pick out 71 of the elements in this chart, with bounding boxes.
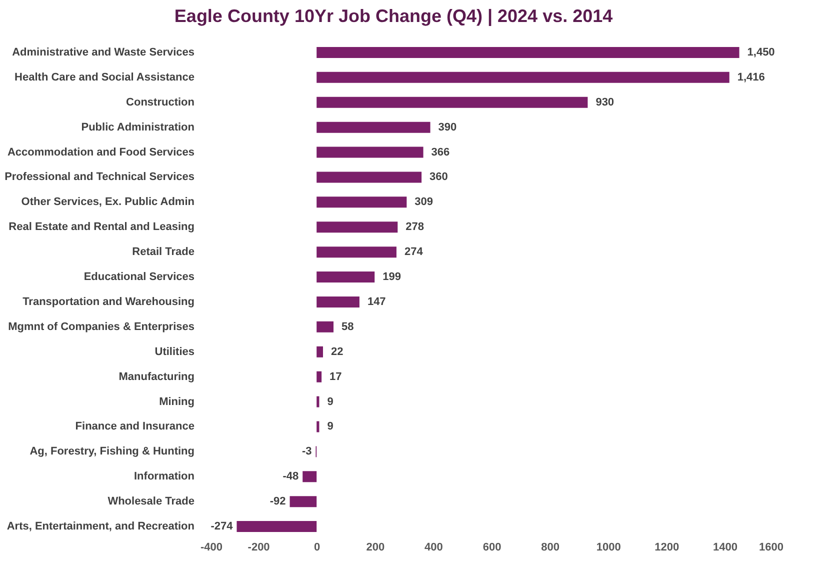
data-label: 147 xyxy=(367,296,386,308)
data-label: 360 xyxy=(430,171,448,184)
data-label: 309 xyxy=(414,196,434,208)
x-tick-label: 1200 xyxy=(654,542,680,554)
y-tick-label: Other Services, Ex. Public Admin xyxy=(21,196,195,208)
bar xyxy=(316,272,375,283)
data-label: 278 xyxy=(406,221,424,234)
x-tick-label: 400 xyxy=(424,542,443,554)
y-tick-label: Mining xyxy=(159,396,194,408)
y-tick-label: Public Administration xyxy=(81,121,195,134)
data-label: 1,450 xyxy=(747,46,775,58)
bar xyxy=(316,222,398,233)
bar xyxy=(316,122,430,133)
data-label: 17 xyxy=(330,370,342,383)
y-tick-label: Mgmnt of Companies & Enterprises xyxy=(8,320,194,333)
chart-title: Eagle County 10Yr Job Change (Q4) | 2024 vs. 2014 xyxy=(174,6,613,26)
bar xyxy=(236,521,317,532)
data-label: 58 xyxy=(342,320,354,333)
data-label: 390 xyxy=(438,121,457,134)
data-label: 1,416 xyxy=(737,71,765,84)
x-tick-label: 1400 xyxy=(712,542,738,554)
y-tick-label: Construction xyxy=(126,96,195,108)
y-tick-label: Ag, Forestry, Fishing & Hunting xyxy=(30,446,194,458)
x-tick-label: -400 xyxy=(200,542,223,554)
y-tick-label: Information xyxy=(134,470,195,483)
bar xyxy=(316,396,320,408)
x-tick-label: 200 xyxy=(366,542,385,554)
bar xyxy=(316,321,334,332)
data-label: 9 xyxy=(327,396,334,408)
bar xyxy=(316,371,322,382)
data-label: -3 xyxy=(302,446,312,458)
y-tick-label: Finance and Insurance xyxy=(75,420,194,433)
data-label: 22 xyxy=(331,346,344,358)
x-tick-label: -200 xyxy=(248,542,270,554)
y-tick-label: Professional and Technical Services xyxy=(4,171,194,184)
bar xyxy=(316,96,588,108)
y-tick-label: Arts, Entertainment, and Recreation xyxy=(6,520,195,533)
y-tick-label: Wholesale Trade xyxy=(108,496,194,508)
y-tick-label: Utilities xyxy=(154,346,194,358)
x-tick-label: 800 xyxy=(541,542,560,554)
data-label: -48 xyxy=(282,470,299,483)
data-label: -274 xyxy=(210,520,234,533)
data-label: 274 xyxy=(404,246,424,258)
data-label: 930 xyxy=(596,96,614,108)
y-tick-label: Retail Trade xyxy=(132,246,194,258)
y-tick-label: Educational Services xyxy=(84,271,194,284)
bar xyxy=(316,421,320,432)
y-tick-label: Administrative and Waste Services xyxy=(12,46,194,58)
y-tick-label: Transportation and Warehousing xyxy=(22,296,194,308)
data-label: 9 xyxy=(327,420,334,433)
x-tick-label: 600 xyxy=(482,542,502,554)
y-tick-label: Health Care and Social Assistance xyxy=(14,71,194,84)
x-tick-label: 1000 xyxy=(596,542,621,554)
x-tick-label: 1600 xyxy=(759,542,784,554)
bar xyxy=(316,296,360,308)
y-tick-label: Manufacturing xyxy=(118,370,194,383)
bar xyxy=(302,471,317,482)
bar xyxy=(316,246,396,258)
y-tick-label: Real Estate and Rental and Leasing xyxy=(8,221,194,234)
data-label: 366 xyxy=(431,146,450,158)
data-label: -92 xyxy=(270,496,286,508)
bar xyxy=(316,196,407,208)
data-label: 199 xyxy=(382,271,401,284)
bar xyxy=(316,72,730,83)
bar xyxy=(316,346,324,358)
bar xyxy=(316,146,424,158)
bar xyxy=(316,172,422,183)
x-tick-label: 0 xyxy=(314,542,320,554)
bar xyxy=(290,496,317,508)
bar xyxy=(316,46,740,58)
y-tick-label: Accommodation and Food Services xyxy=(7,146,194,158)
